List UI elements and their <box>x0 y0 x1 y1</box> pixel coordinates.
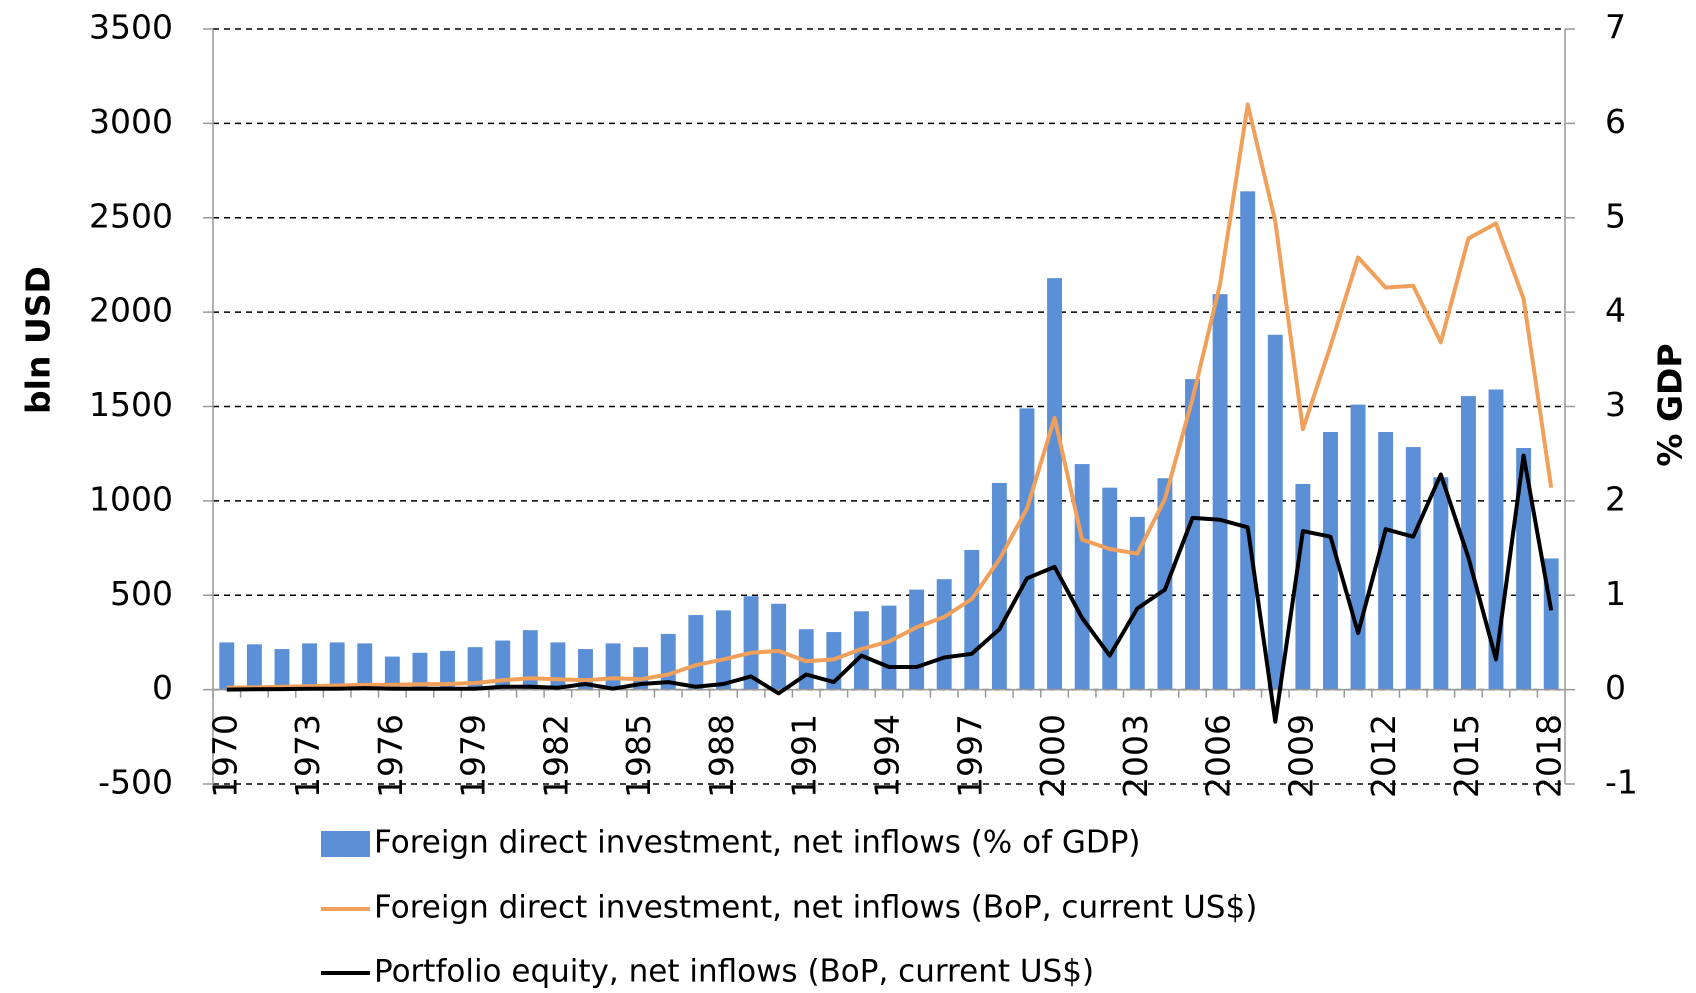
y-tick-label: -500 <box>98 763 173 802</box>
x-tick-label: 2015 <box>1447 714 1486 798</box>
bar <box>1047 278 1063 690</box>
x-tick-label: 2000 <box>1033 714 1072 798</box>
bar <box>1240 191 1256 690</box>
x-tick-label: 1982 <box>536 714 575 798</box>
bar <box>715 610 731 690</box>
bar <box>550 642 566 690</box>
legend-label: Foreign direct investment, net inflows (… <box>374 890 1257 926</box>
bar <box>1350 404 1366 690</box>
y2-tick-label: 3 <box>1605 385 1626 424</box>
x-tick-label: 2003 <box>1116 714 1155 798</box>
y2-tick-label: 0 <box>1605 668 1626 707</box>
bar <box>964 549 980 690</box>
y-tick-label: 2500 <box>89 196 173 235</box>
bar <box>412 652 428 690</box>
x-tick-label: 2006 <box>1199 714 1238 798</box>
y-axis-title: bln USD <box>19 266 58 414</box>
legend-label: Foreign direct investment, net inflows (… <box>374 825 1141 861</box>
bar <box>384 656 400 690</box>
x-tick-label: 1985 <box>619 714 658 798</box>
bar <box>246 644 262 690</box>
bar <box>771 603 787 690</box>
bar <box>936 579 952 690</box>
bar <box>605 643 621 690</box>
bar <box>1378 431 1394 690</box>
bar <box>1460 396 1476 690</box>
x-tick-label: 1979 <box>454 714 493 798</box>
bar <box>1433 477 1449 690</box>
y2-tick-label: -1 <box>1605 763 1638 802</box>
bar <box>522 630 538 690</box>
bar <box>1212 294 1228 690</box>
bar <box>1129 516 1145 690</box>
bar <box>1157 478 1173 690</box>
bar <box>274 649 290 690</box>
bar <box>991 482 1007 690</box>
legend-swatch <box>321 831 370 857</box>
y2-tick-label: 2 <box>1605 479 1626 518</box>
bar <box>357 643 373 690</box>
bar <box>329 642 345 690</box>
y2-tick-label: 4 <box>1605 291 1626 330</box>
legend-label: Portfolio equity, net inflows (BoP, curr… <box>374 954 1094 990</box>
bar <box>467 647 483 690</box>
y-tick-label: 0 <box>152 668 173 707</box>
y-tick-label: 3000 <box>89 102 173 141</box>
x-tick-label: 1976 <box>371 714 410 798</box>
bar <box>302 643 318 690</box>
bar <box>1074 464 1090 690</box>
y2-axis-title: % GDP <box>1651 343 1690 466</box>
line <box>226 102 1554 690</box>
bar <box>688 615 704 690</box>
y2-tick-label: 7 <box>1605 8 1626 47</box>
y-tick-label: 500 <box>110 574 173 613</box>
x-tick-label: 1997 <box>950 714 989 798</box>
bar <box>1185 379 1200 690</box>
bar <box>743 596 759 690</box>
x-tick-label: 2012 <box>1364 714 1403 798</box>
x-tick-label: 1994 <box>868 714 907 798</box>
y-tick-label: 1000 <box>89 479 173 518</box>
y-tick-label: 1500 <box>89 385 173 424</box>
x-tick-label: 1991 <box>785 714 824 798</box>
bar <box>881 605 897 690</box>
bar <box>1102 487 1118 690</box>
bar <box>1323 431 1338 690</box>
x-tick-label: 2009 <box>1281 714 1320 798</box>
x-tick-label: 2018 <box>1530 714 1569 798</box>
bar <box>440 650 455 690</box>
bar <box>1295 483 1311 690</box>
x-tick-label: 1970 <box>205 714 244 798</box>
bar <box>1488 389 1504 690</box>
x-tick-label: 1988 <box>702 714 741 798</box>
y2-tick-label: 1 <box>1605 574 1626 613</box>
bar <box>1019 408 1035 690</box>
bar <box>1267 334 1283 690</box>
y-tick-label: 2000 <box>89 291 173 330</box>
y-tick-label: 3500 <box>89 8 173 47</box>
bar <box>909 589 925 690</box>
x-tick-label: 1973 <box>288 714 327 798</box>
bar <box>1516 448 1532 690</box>
y2-tick-label: 5 <box>1605 196 1626 235</box>
bar <box>495 640 511 690</box>
y2-tick-label: 6 <box>1605 102 1626 141</box>
bar <box>219 642 235 690</box>
bar <box>1405 447 1421 690</box>
line <box>226 453 1554 724</box>
